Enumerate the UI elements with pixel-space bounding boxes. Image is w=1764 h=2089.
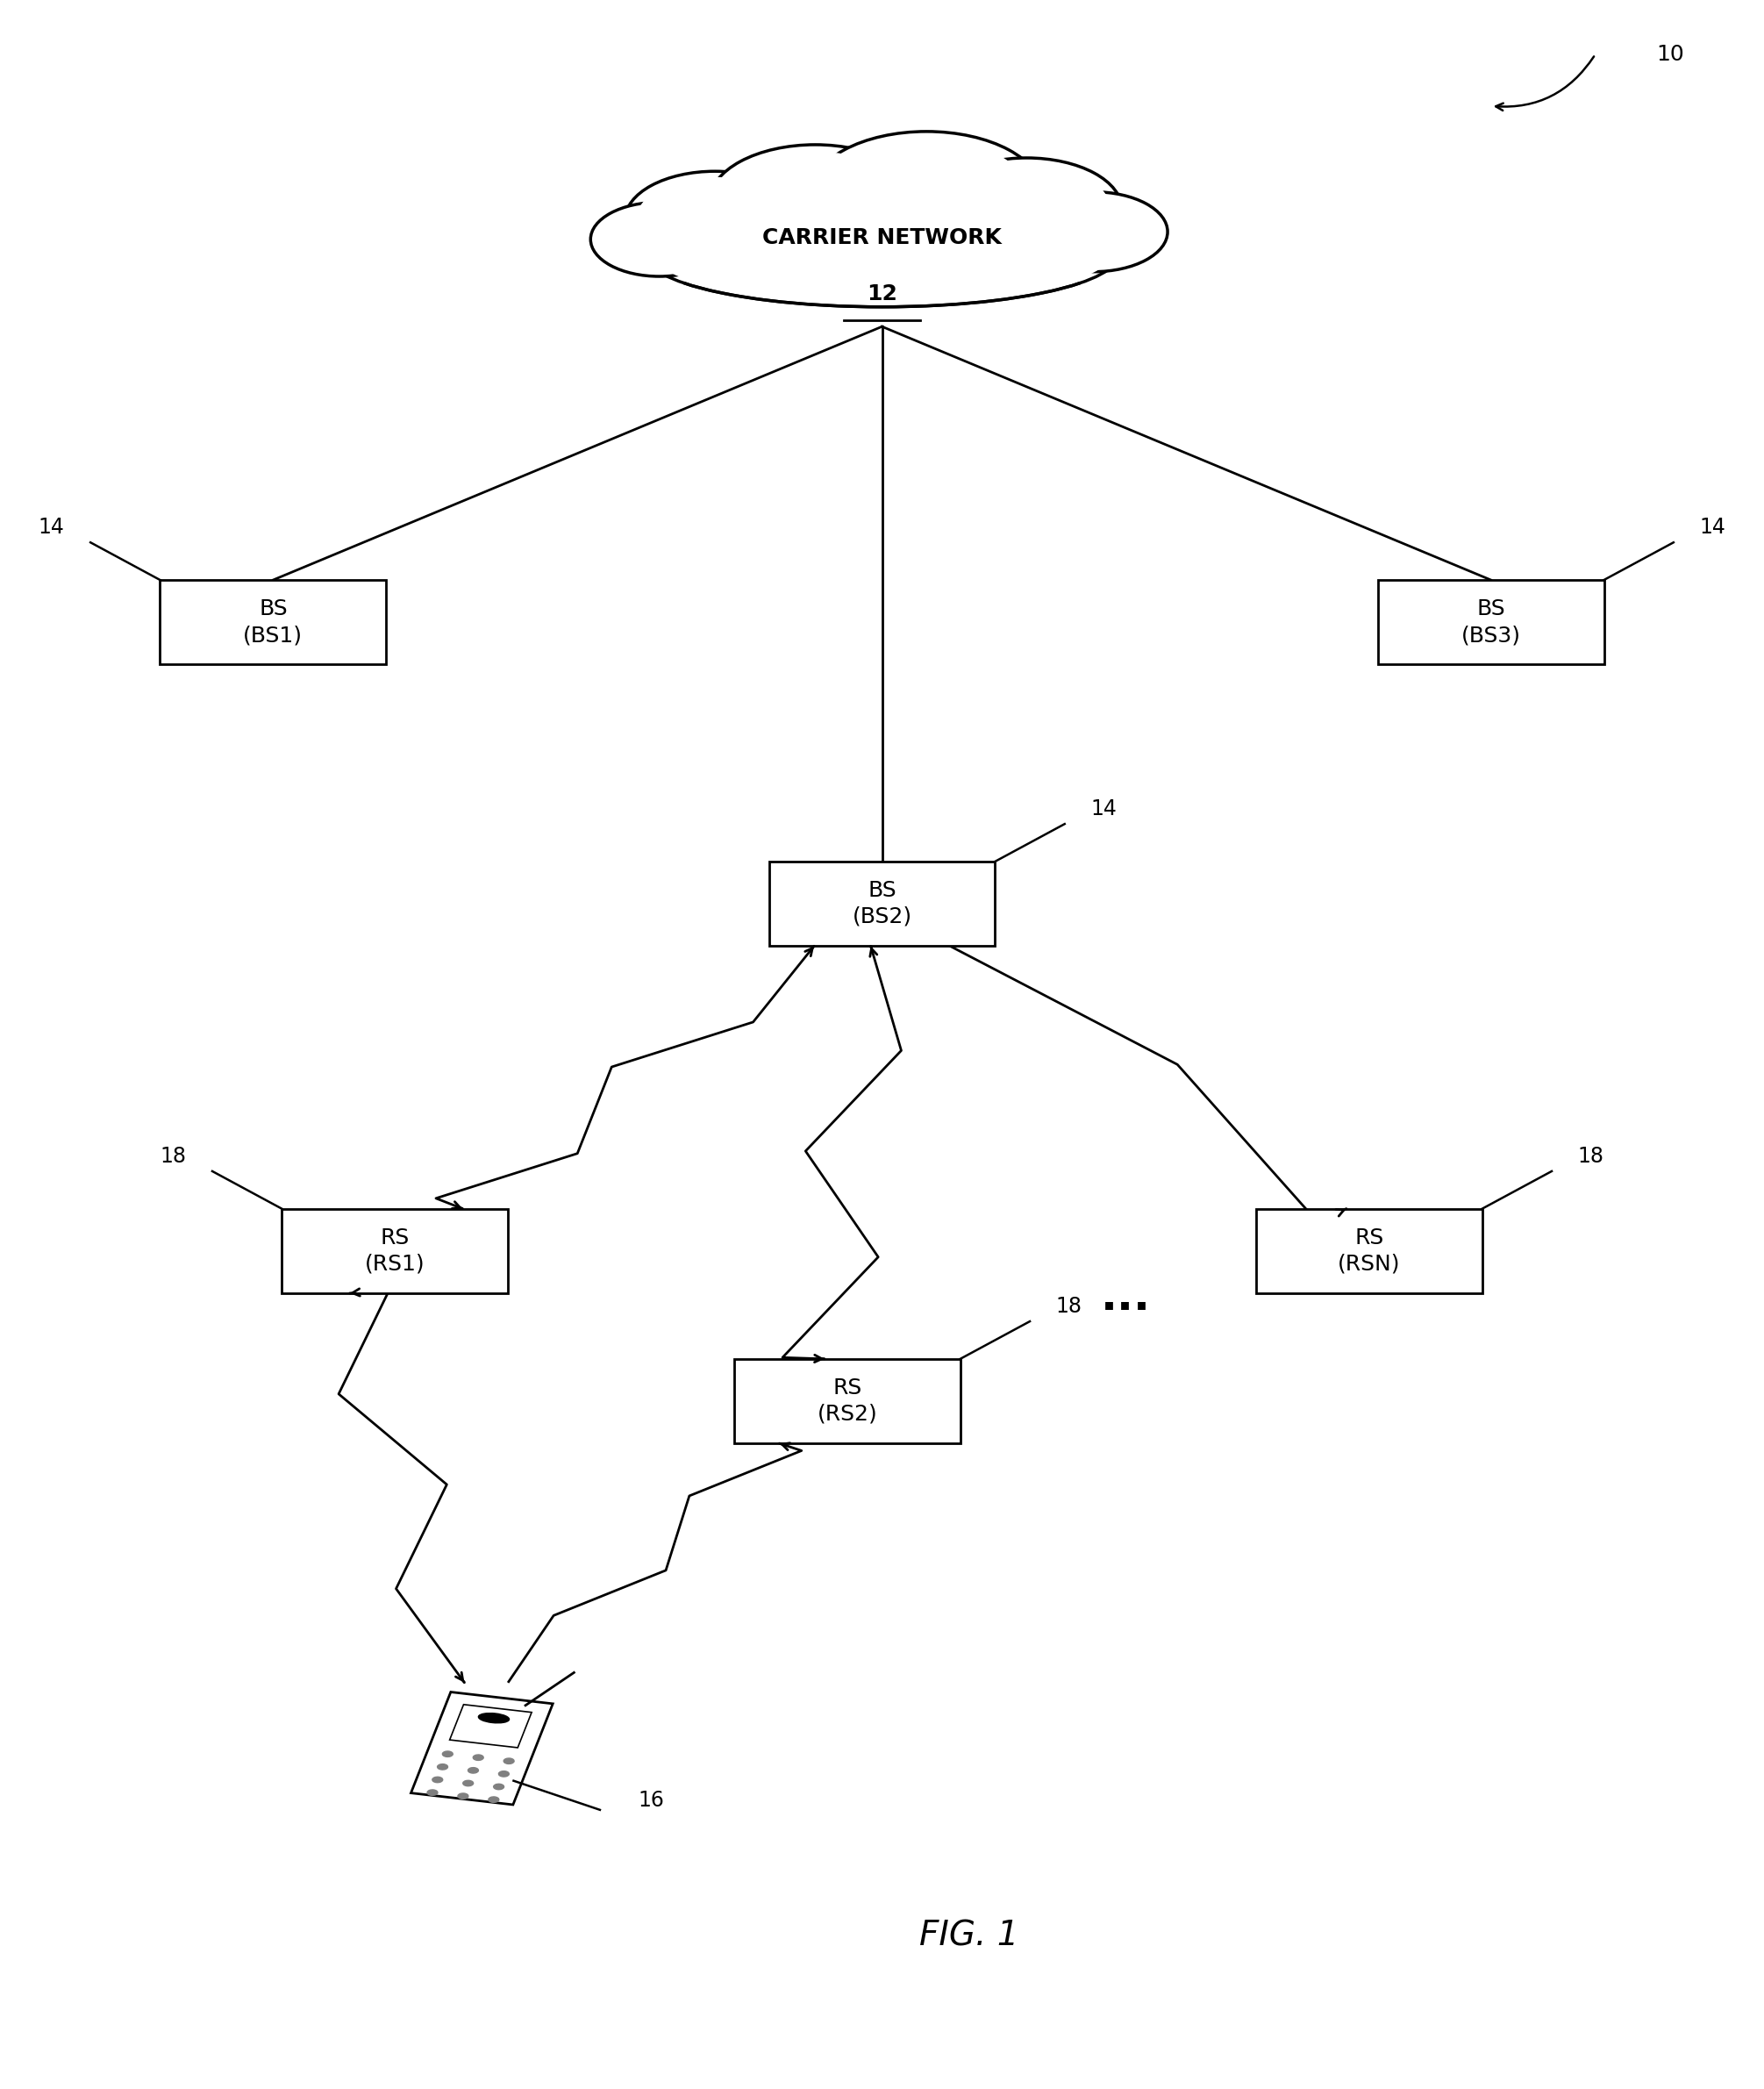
- Text: FIG. 1: FIG. 1: [919, 1920, 1020, 1953]
- Text: 12: 12: [866, 284, 898, 305]
- Circle shape: [591, 203, 729, 276]
- Circle shape: [494, 1784, 505, 1790]
- Circle shape: [824, 140, 1028, 249]
- Circle shape: [810, 132, 1043, 257]
- Text: 10: 10: [1656, 44, 1685, 65]
- Circle shape: [427, 1790, 437, 1794]
- Bar: [161, 581, 386, 664]
- Text: BS
(BS1): BS (BS1): [243, 600, 303, 646]
- Circle shape: [709, 144, 921, 259]
- Circle shape: [931, 159, 1122, 261]
- Text: 14: 14: [1700, 516, 1725, 537]
- Bar: [734, 1358, 960, 1443]
- Bar: [450, 1705, 531, 1748]
- Text: RS
(RSN): RS (RSN): [1337, 1228, 1401, 1274]
- Text: BS
(BS2): BS (BS2): [852, 879, 912, 928]
- Text: RS
(RS2): RS (RS2): [817, 1377, 877, 1425]
- Circle shape: [721, 152, 908, 253]
- Circle shape: [1028, 196, 1159, 267]
- Text: BS
(BS3): BS (BS3): [1461, 600, 1521, 646]
- Text: 18: 18: [1057, 1295, 1083, 1316]
- Bar: [1256, 1210, 1482, 1293]
- Bar: [282, 1210, 508, 1293]
- Circle shape: [598, 207, 720, 272]
- Circle shape: [473, 1755, 483, 1761]
- Text: 18: 18: [161, 1145, 187, 1166]
- Circle shape: [624, 171, 804, 267]
- Ellipse shape: [646, 203, 1118, 307]
- Text: ...: ...: [1101, 1276, 1150, 1318]
- Circle shape: [432, 1778, 443, 1782]
- Circle shape: [443, 1751, 453, 1757]
- Circle shape: [505, 1759, 513, 1763]
- Text: 14: 14: [1090, 798, 1117, 819]
- Circle shape: [467, 1767, 478, 1774]
- Circle shape: [489, 1797, 499, 1803]
- Circle shape: [1020, 192, 1168, 272]
- Bar: [769, 861, 995, 946]
- Text: CARRIER NETWORK: CARRIER NETWORK: [762, 228, 1002, 249]
- Text: 18: 18: [1577, 1145, 1603, 1166]
- Circle shape: [499, 1771, 510, 1778]
- Bar: [411, 1692, 552, 1805]
- Circle shape: [437, 1763, 448, 1769]
- Text: 16: 16: [639, 1790, 665, 1811]
- Circle shape: [635, 178, 794, 263]
- Circle shape: [459, 1792, 467, 1799]
- Ellipse shape: [478, 1713, 510, 1723]
- Ellipse shape: [654, 205, 1110, 303]
- Bar: [1378, 581, 1603, 664]
- Text: RS
(RS1): RS (RS1): [365, 1228, 425, 1274]
- Circle shape: [944, 165, 1111, 255]
- Text: 14: 14: [39, 516, 64, 537]
- Circle shape: [462, 1780, 473, 1786]
